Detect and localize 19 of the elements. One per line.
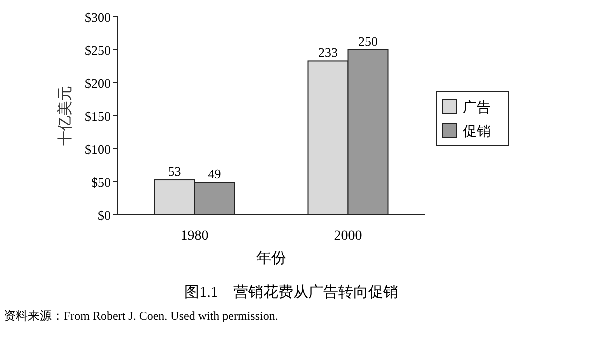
- data-label: 233: [318, 45, 338, 60]
- y-tick-label: $200: [85, 76, 111, 91]
- data-label: 250: [358, 34, 378, 49]
- text: 资料来源：From Robert J. Coen. Used with permission.: [4, 309, 278, 323]
- text: 图1.1 营销花费从广告转向促销: [184, 284, 398, 301]
- y-axis-title: 十亿美元: [57, 86, 74, 146]
- y-tick-label: $150: [85, 109, 111, 124]
- x-tick-label: 2000: [334, 229, 362, 244]
- legend-label: 广告: [463, 100, 491, 116]
- data-label: 49: [208, 166, 222, 182]
- x-axis-title: 年份: [256, 250, 286, 267]
- y-tick-label: $0: [98, 208, 111, 223]
- y-tick-label: $250: [85, 43, 111, 58]
- legend-label: 促销: [463, 124, 491, 140]
- y-tick-label: $50: [92, 175, 111, 190]
- data-label: 53: [168, 164, 182, 180]
- x-tick-label: 1980: [180, 229, 209, 244]
- y-tick-label: $300: [85, 10, 111, 25]
- y-tick-label: $100: [85, 142, 111, 157]
